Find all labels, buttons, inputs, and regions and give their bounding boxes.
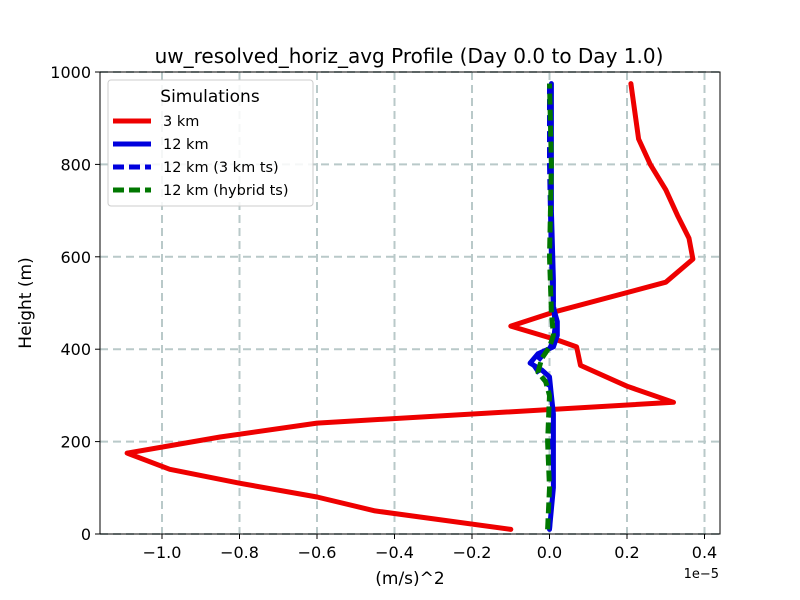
x-tick-label: 0.0	[537, 543, 562, 562]
legend-label: 3 km	[163, 114, 199, 130]
series-line-12-km	[527, 81, 560, 532]
legend-title: Simulations	[160, 87, 260, 107]
x-tick-label: 0.4	[692, 543, 717, 562]
legend-label: 12 km (3 km ts)	[163, 160, 279, 176]
x-axis: −1.0 −0.8 −0.6 −0.4 −0.2 0.0 0.2 0.4	[143, 534, 717, 562]
y-tick-label: 200	[60, 433, 91, 452]
y-tick-label: 600	[60, 248, 91, 267]
y-tick-label: 0	[81, 525, 91, 544]
x-tick-label: 0.2	[614, 543, 639, 562]
chart-title: uw_resolved_horiz_avg Profile (Day 0.0 t…	[155, 44, 664, 68]
series-line-3-km	[124, 81, 696, 532]
y-tick-label: 1000	[50, 63, 91, 82]
legend-label: 12 km (hybrid ts)	[163, 183, 289, 199]
legend: Simulations 3 km 12 km 12 km (3 km ts) 12 k…	[107, 79, 314, 207]
plot-frame	[99, 71, 721, 535]
legend-box	[107, 79, 314, 207]
x-offset-label: 1e−5	[684, 567, 719, 582]
y-axis-label: Height (m)	[16, 257, 36, 348]
x-tick-label: −1.0	[143, 543, 182, 562]
y-axis: 0 200 400 600 800 1000	[50, 63, 100, 544]
y-tick-label: 800	[60, 155, 91, 174]
series-line-12-km-hybrid-ts-	[535, 83, 556, 530]
x-tick-label: −0.4	[375, 543, 414, 562]
x-tick-label: −0.2	[453, 543, 492, 562]
y-tick-label: 400	[60, 340, 91, 359]
x-axis-label: (m/s)^2	[375, 569, 444, 589]
x-tick-label: −0.8	[220, 543, 259, 562]
series-layer	[124, 81, 696, 532]
legend-label: 12 km	[163, 137, 209, 153]
legend-entries: 3 km 12 km 12 km (3 km ts) 12 km (hybrid ts…	[113, 114, 289, 199]
x-tick-label: −0.6	[298, 543, 337, 562]
